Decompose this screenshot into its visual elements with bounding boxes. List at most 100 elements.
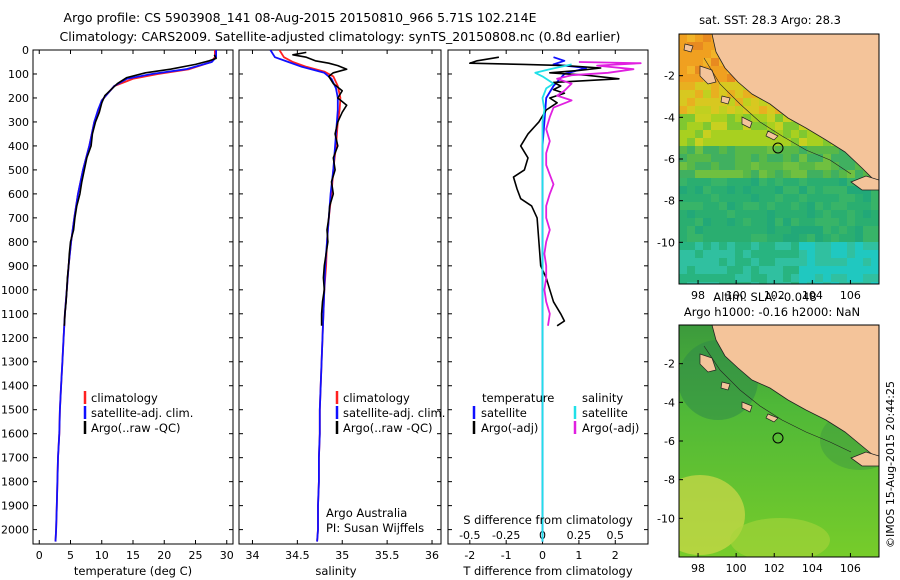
sla-map-field xyxy=(679,325,879,557)
sst-cell xyxy=(775,162,783,170)
sst-cell xyxy=(807,282,815,284)
sst-cell xyxy=(703,58,711,66)
sst-cell xyxy=(855,266,863,274)
depth-tick-label: 1900 xyxy=(1,500,29,513)
sst-cell xyxy=(743,162,751,170)
sst-cell xyxy=(767,138,775,146)
legend-label-sal-satellite: satellite xyxy=(582,406,628,420)
sst-cell xyxy=(695,130,703,138)
sst-cell xyxy=(847,162,855,170)
sst-cell xyxy=(831,146,839,154)
salinity-x-tick-label: 35.5 xyxy=(375,549,400,562)
sst-cell xyxy=(687,210,695,218)
sst-cell xyxy=(735,130,743,138)
sst-cell xyxy=(695,34,703,42)
sst-cell xyxy=(767,226,775,234)
sst-cell xyxy=(727,210,735,218)
sst-cell xyxy=(863,234,871,242)
sst-cell xyxy=(727,146,735,154)
sst-cell xyxy=(775,210,783,218)
sst-cell xyxy=(823,210,831,218)
sst-cell xyxy=(711,98,719,106)
sst-cell xyxy=(759,170,767,178)
sst-cell xyxy=(823,202,831,210)
sst-cell xyxy=(711,258,719,266)
sst-cell xyxy=(791,122,799,130)
sst-cell xyxy=(743,170,751,178)
sst-cell xyxy=(719,178,727,186)
difference-x-tick-label: 1 xyxy=(575,549,582,562)
sst-cell xyxy=(727,266,735,274)
sst-cell xyxy=(863,226,871,234)
sst-cell xyxy=(767,194,775,202)
sst-cell xyxy=(863,194,871,202)
sst-cell xyxy=(743,114,751,122)
sst-cell xyxy=(679,106,687,114)
sst-cell xyxy=(791,258,799,266)
sst-cell xyxy=(679,258,687,266)
sst-cell xyxy=(751,170,759,178)
sst-cell xyxy=(807,186,815,194)
sst-cell xyxy=(711,58,719,66)
sst-cell xyxy=(775,274,783,282)
sst-cell xyxy=(703,50,711,58)
sst-cell xyxy=(839,202,847,210)
sst-cell xyxy=(759,114,767,122)
sst-cell xyxy=(719,138,727,146)
sst-cell xyxy=(871,226,879,234)
sst-cell xyxy=(767,170,775,178)
map-y-tick-label: -6 xyxy=(664,435,675,448)
sst-cell xyxy=(735,234,743,242)
credit-text: Argo Australia xyxy=(326,506,407,520)
sst-cell xyxy=(799,138,807,146)
sst-cell xyxy=(791,186,799,194)
sst-cell xyxy=(855,234,863,242)
sst-cell xyxy=(711,66,719,74)
legend-label-satellite: satellite-adj. clim. xyxy=(91,406,193,420)
legend-label-satellite: satellite-adj. clim. xyxy=(343,406,445,420)
sst-cell xyxy=(695,114,703,122)
sst-cell xyxy=(791,274,799,282)
sst-cell xyxy=(679,122,687,130)
sst-cell xyxy=(703,98,711,106)
sst-cell xyxy=(703,34,711,42)
sst-cell xyxy=(791,130,799,138)
sst-cell xyxy=(695,218,703,226)
sst-cell xyxy=(831,218,839,226)
sst-cell xyxy=(703,266,711,274)
sst-cell xyxy=(839,274,847,282)
sst-cell xyxy=(679,226,687,234)
sst-cell xyxy=(727,162,735,170)
sst-cell xyxy=(767,210,775,218)
sst-cell xyxy=(679,90,687,98)
sst-cell xyxy=(751,146,759,154)
difference-top-label: S difference from climatology xyxy=(463,513,633,527)
sst-cell xyxy=(783,202,791,210)
sst-cell xyxy=(687,186,695,194)
sst-cell xyxy=(711,114,719,122)
sst-cell xyxy=(799,162,807,170)
sst-cell xyxy=(775,122,783,130)
sst-cell xyxy=(847,186,855,194)
sst-cell xyxy=(687,226,695,234)
sst-cell xyxy=(791,266,799,274)
sst-cell xyxy=(847,274,855,282)
sst-cell xyxy=(703,90,711,98)
sst-cell xyxy=(719,114,727,122)
sst-cell xyxy=(687,82,695,90)
temperature-legend: climatology satellite-adj. clim. Argo(..… xyxy=(83,391,193,435)
sst-cell xyxy=(799,146,807,154)
sst-cell xyxy=(863,210,871,218)
sst-cell xyxy=(863,266,871,274)
sst-cell xyxy=(687,106,695,114)
sst-cell xyxy=(743,186,751,194)
sst-cell xyxy=(695,162,703,170)
map-x-tick-label: 106 xyxy=(840,562,861,575)
sst-cell xyxy=(743,282,751,284)
sst-map-panel: sat. SST: 28.3 Argo: 28.3 98 100 102 104 106… xyxy=(657,13,880,302)
sst-cell xyxy=(767,242,775,250)
sst-cell xyxy=(799,210,807,218)
sst-cell xyxy=(727,194,735,202)
salinity-series-line xyxy=(269,50,339,542)
sla-map-subtitle: Argo h1000: -0.16 h2000: NaN xyxy=(684,305,860,319)
